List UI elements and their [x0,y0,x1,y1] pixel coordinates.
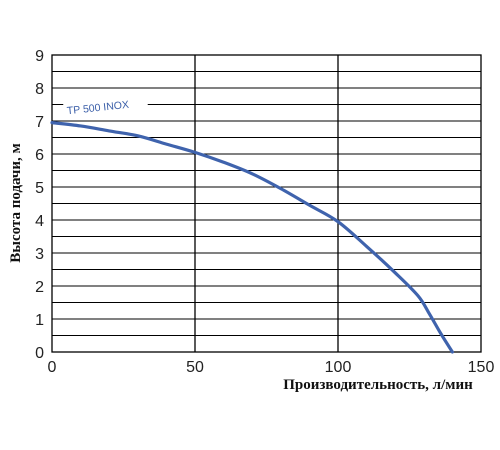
y-tick-label: 8 [35,81,44,98]
series-label-group: TP 500 INOX [63,94,149,119]
y-tick-label: 1 [35,312,44,329]
x-axis-label: Производительность, л/мин [283,377,473,393]
series-layer: TP 500 INOX [50,94,454,354]
y-tick-label: 0 [35,345,44,362]
x-tick-label: 100 [325,359,352,376]
y-tick-label: 7 [35,114,44,131]
x-tick-label: 50 [186,359,204,376]
y-tick-label: 4 [35,213,44,230]
series-label-background [63,94,149,119]
minor-grid [52,71,481,336]
x-tick-label: 150 [468,359,495,376]
series-line [50,121,454,354]
plot-border [51,54,482,353]
y-tick-label: 5 [35,180,44,197]
y-tick-label: 3 [35,246,44,263]
plot-frame [51,54,482,353]
y-axis-label: Высота подачи, м [8,143,24,263]
major-grid [194,55,339,352]
x-axis-ticks: 0 50 100 150 [48,359,495,376]
y-axis-ticks: 0 1 2 3 4 5 6 7 8 9 [35,48,44,362]
y-tick-label: 9 [35,48,44,65]
x-tick-label: 0 [48,359,57,376]
y-tick-label: 6 [35,147,44,164]
y-tick-label: 2 [35,279,44,296]
